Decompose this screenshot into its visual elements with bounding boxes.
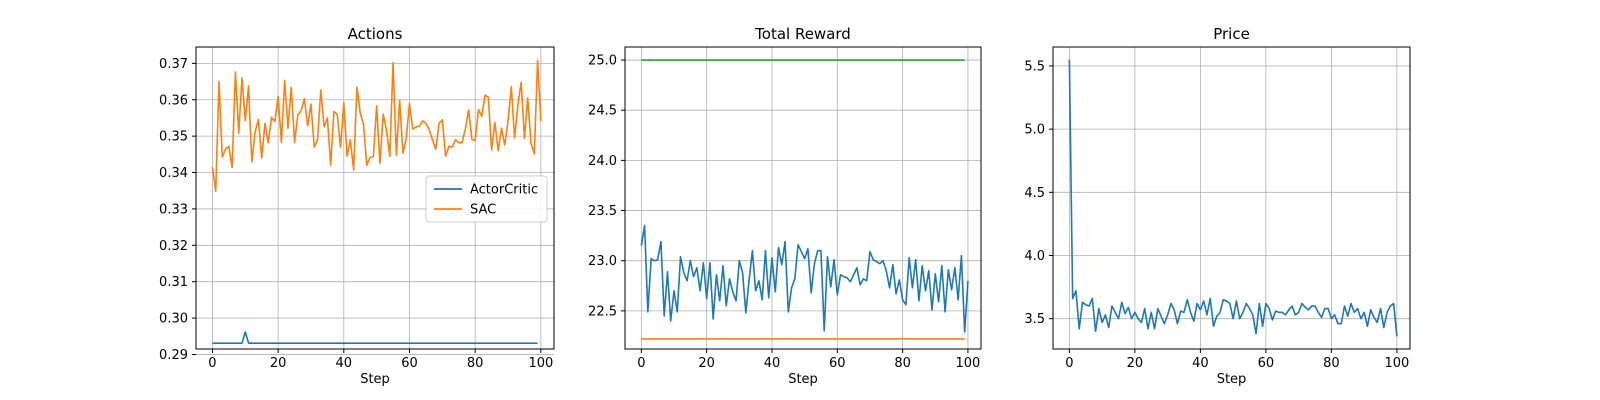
series-line-actorcritic <box>212 331 538 344</box>
y-tick-label: 0.36 <box>159 93 188 108</box>
axes-frame <box>195 46 555 350</box>
x-tick-label: 40 <box>1192 356 1209 371</box>
y-tick-label: 0.32 <box>159 239 188 254</box>
y-tick-label: 23.5 <box>588 204 617 219</box>
y-tick-label: 0.34 <box>159 166 188 181</box>
y-tick-label: 4.5 <box>1024 186 1045 201</box>
x-tick-label: 20 <box>1127 356 1144 371</box>
chart-panel-1: 0 20 40 60 80 100 22.5 23.0 23.5 24.0 24.5 25.0 Tota… <box>588 25 982 387</box>
axes-frame <box>1052 46 1411 350</box>
y-tick-label: 5.0 <box>1024 123 1045 138</box>
x-axis-label: Step <box>360 372 390 387</box>
legend-label-actorcritic: ActorCritic <box>470 183 538 198</box>
series-line-2 <box>640 224 969 333</box>
series-line-sac <box>211 59 542 192</box>
x-tick-label: 60 <box>1258 356 1275 371</box>
x-tick-label: 0 <box>1065 356 1073 371</box>
legend-box <box>425 175 548 223</box>
x-tick-label: 20 <box>698 356 715 371</box>
x-axis-label: Step <box>1217 372 1247 387</box>
x-tick-label: 100 <box>956 356 981 371</box>
y-tick-label: 24.5 <box>588 104 617 119</box>
x-tick-label: 0 <box>208 356 216 371</box>
y-tick-label: 25.0 <box>588 54 617 69</box>
y-tick-label: 22.5 <box>588 304 617 319</box>
x-tick-label: 60 <box>829 356 846 371</box>
x-tick-label: 20 <box>270 356 287 371</box>
x-axis-label: Step <box>788 372 818 387</box>
chart-title: Actions <box>348 25 403 43</box>
chart-panel-2: 0 20 40 60 80 100 3.5 4.0 4.5 5.0 5.5 Price Step <box>1024 25 1411 387</box>
x-tick-label: 80 <box>1323 356 1340 371</box>
x-tick-label: 40 <box>336 356 353 371</box>
chart-title: Total Reward <box>754 25 851 43</box>
legend-label-sac: SAC <box>470 203 496 218</box>
y-tick-label: 0.37 <box>159 57 188 72</box>
axes-frame <box>624 46 982 350</box>
x-tick-label: 100 <box>1384 356 1409 371</box>
y-tick-label: 3.5 <box>1024 312 1045 327</box>
y-tick-label: 5.5 <box>1024 59 1045 74</box>
y-tick-label: 0.29 <box>159 348 188 363</box>
y-tick-label: 0.35 <box>159 130 188 145</box>
chart-title: Price <box>1213 25 1250 43</box>
y-tick-label: 0.33 <box>159 202 188 217</box>
x-tick-label: 80 <box>467 356 484 371</box>
x-tick-label: 0 <box>637 356 645 371</box>
y-tick-label: 24.0 <box>588 154 617 169</box>
y-tick-label: 23.0 <box>588 254 617 269</box>
y-tick-label: 4.0 <box>1024 249 1045 264</box>
chart-panels: 0 20 40 60 80 100 0.29 0.30 0.31 0.32 0.33 0.34 0.35… <box>159 25 1411 387</box>
y-tick-label: 0.30 <box>159 312 188 327</box>
chart-panel-0: 0 20 40 60 80 100 0.29 0.30 0.31 0.32 0.33 0.34 0.35… <box>159 25 555 387</box>
x-tick-label: 40 <box>764 356 781 371</box>
x-tick-label: 60 <box>401 356 418 371</box>
y-tick-label: 0.31 <box>159 275 188 290</box>
x-tick-label: 80 <box>894 356 911 371</box>
x-tick-label: 100 <box>528 356 553 371</box>
series-line-0 <box>1068 59 1398 337</box>
